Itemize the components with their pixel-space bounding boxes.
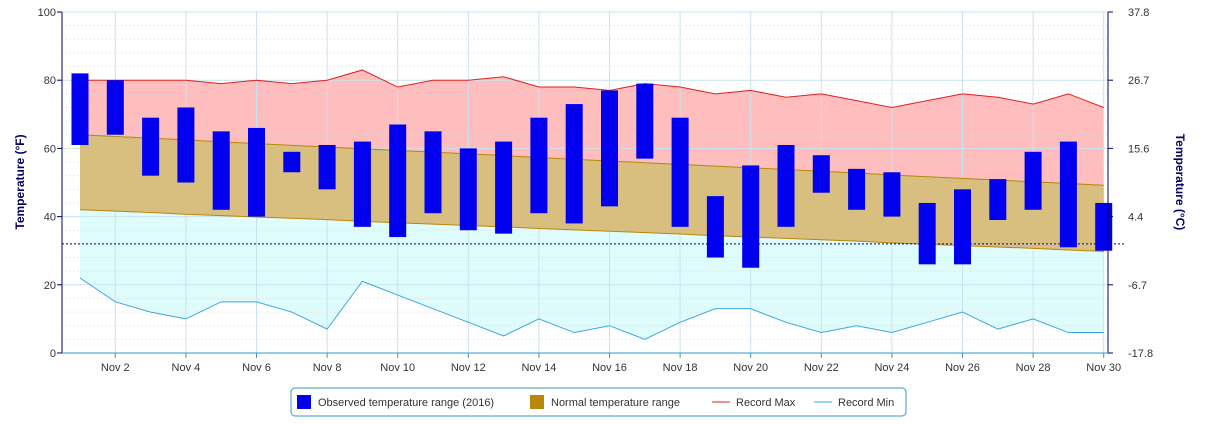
x-tick-label: Nov 24 (874, 362, 909, 374)
observed-bar (71, 73, 89, 145)
observed-bar (1024, 151, 1042, 210)
y-tick-label-right: -17.8 (1128, 348, 1153, 360)
axes (57, 11, 1113, 358)
observed-bar (848, 168, 866, 210)
observed-bar (601, 90, 618, 207)
observed-bar (636, 83, 654, 159)
record-high-band (80, 69, 1104, 186)
y-tick-label-right: 15.6 (1128, 143, 1149, 155)
x-tick-label: Nov 4 (172, 362, 201, 374)
legend-label-normal[interactable]: Normal temperature range (551, 397, 680, 409)
tick-labels: 0 -17.8 20 -6.7 40 4.4 60 15.6 80 26.7 100 37.8 Nov … (38, 7, 1153, 374)
record-lines (62, 69, 1124, 340)
legend-swatch-normal[interactable] (530, 395, 544, 409)
observed-bar (777, 144, 795, 227)
observed-bar (424, 131, 442, 214)
y-axis-title-right: Temperature (°C) (1173, 134, 1187, 231)
legend: Observed temperature range (2016) Normal… (290, 387, 907, 417)
y-tick-label-right: 26.7 (1128, 75, 1149, 87)
observed-bar (459, 148, 477, 231)
legend-label-record-max[interactable]: Record Max (736, 397, 796, 409)
y-tick-label-right: 4.4 (1128, 212, 1143, 224)
observed-bar (353, 141, 371, 227)
observed-bar (918, 202, 936, 265)
observed-bar (318, 144, 336, 190)
legend-label-observed[interactable]: Observed temperature range (2016) (318, 397, 494, 409)
record-bands (80, 69, 1104, 340)
observed-bar (742, 165, 760, 268)
observed-bar (565, 104, 583, 224)
observed-bar (671, 117, 689, 227)
observed-bar (283, 151, 301, 173)
observed-bar (706, 196, 724, 258)
legend-frame (290, 387, 907, 417)
y-tick-label-left: 20 (44, 280, 56, 292)
x-tick-label: Nov 26 (945, 362, 980, 374)
observed-bar (248, 127, 265, 217)
observed-bar (1059, 141, 1077, 248)
y-tick-label-right: 37.8 (1128, 7, 1149, 19)
y-axis-title-left: Temperature (°F) (13, 134, 27, 229)
observed-bar (495, 141, 513, 234)
observed-bar (106, 80, 124, 135)
observed-bar (812, 155, 830, 193)
legend-label-record-min[interactable]: Record Min (838, 397, 894, 409)
x-tick-label: Nov 28 (1016, 362, 1051, 374)
observed-bar (530, 117, 548, 214)
x-tick-label: Nov 22 (804, 362, 839, 374)
record-min-line (79, 277, 1104, 340)
observed-bar (1095, 202, 1113, 251)
x-tick-label: Nov 20 (733, 362, 768, 374)
observed-bar (142, 117, 160, 176)
x-tick-label: Nov 18 (663, 362, 698, 374)
y-tick-label-left: 100 (38, 7, 56, 19)
y-tick-label-left: 60 (44, 143, 56, 155)
observed-bar (989, 179, 1007, 221)
observed-bar (177, 107, 195, 183)
x-tick-label: Nov 12 (451, 362, 486, 374)
observed-bars-layer (71, 73, 1113, 268)
y-tick-label-right: -6.7 (1128, 280, 1147, 292)
x-tick-label: Nov 10 (380, 362, 415, 374)
x-tick-label: Nov 8 (313, 362, 342, 374)
observed-bar (954, 189, 971, 265)
x-tick-label: Nov 2 (101, 362, 130, 374)
normal-range-area (80, 134, 1104, 252)
y-tick-label-left: 40 (44, 212, 56, 224)
x-tick-label: Nov 14 (521, 362, 556, 374)
observed-bar (883, 172, 901, 217)
legend-swatch-observed[interactable] (297, 395, 311, 409)
record-max-line (80, 69, 1104, 108)
observed-bar (212, 131, 230, 210)
record-low-band (80, 209, 1104, 340)
y-tick-label-left: 80 (44, 75, 56, 87)
y-tick-label-left: 0 (50, 348, 56, 360)
x-tick-label: Nov 6 (242, 362, 271, 374)
x-tick-label: Nov 16 (592, 362, 627, 374)
observed-bar (389, 124, 407, 238)
x-tick-label: Nov 30 (1086, 362, 1121, 374)
